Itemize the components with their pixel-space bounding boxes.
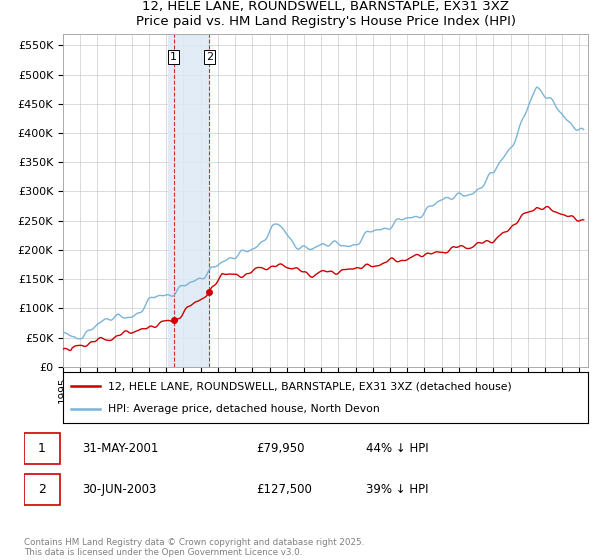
Text: 2: 2 bbox=[38, 483, 46, 496]
Text: 1: 1 bbox=[170, 52, 177, 62]
Bar bbox=[168, 34, 209, 367]
FancyBboxPatch shape bbox=[24, 474, 60, 505]
Text: 31-MAY-2001: 31-MAY-2001 bbox=[82, 442, 158, 455]
Text: 2: 2 bbox=[206, 52, 213, 62]
Text: £127,500: £127,500 bbox=[256, 483, 312, 496]
Title: 12, HELE LANE, ROUNDSWELL, BARNSTAPLE, EX31 3XZ
Price paid vs. HM Land Registry': 12, HELE LANE, ROUNDSWELL, BARNSTAPLE, E… bbox=[136, 0, 515, 28]
Text: Contains HM Land Registry data © Crown copyright and database right 2025.
This d: Contains HM Land Registry data © Crown c… bbox=[24, 538, 364, 557]
Text: 30-JUN-2003: 30-JUN-2003 bbox=[82, 483, 157, 496]
Text: 12, HELE LANE, ROUNDSWELL, BARNSTAPLE, EX31 3XZ (detached house): 12, HELE LANE, ROUNDSWELL, BARNSTAPLE, E… bbox=[107, 381, 511, 391]
Text: HPI: Average price, detached house, North Devon: HPI: Average price, detached house, Nort… bbox=[107, 404, 379, 414]
Text: £79,950: £79,950 bbox=[256, 442, 304, 455]
Text: 44% ↓ HPI: 44% ↓ HPI bbox=[366, 442, 429, 455]
Text: 39% ↓ HPI: 39% ↓ HPI bbox=[366, 483, 429, 496]
FancyBboxPatch shape bbox=[24, 433, 60, 464]
Text: 1: 1 bbox=[38, 442, 46, 455]
